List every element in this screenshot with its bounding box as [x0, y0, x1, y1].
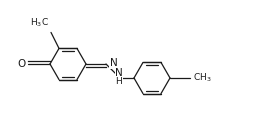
- Text: CH$_3$: CH$_3$: [193, 72, 212, 84]
- Text: N: N: [110, 58, 118, 68]
- Text: N: N: [115, 68, 123, 78]
- Text: H$_3$C: H$_3$C: [30, 17, 49, 29]
- Text: O: O: [18, 59, 26, 69]
- Text: H: H: [116, 76, 122, 86]
